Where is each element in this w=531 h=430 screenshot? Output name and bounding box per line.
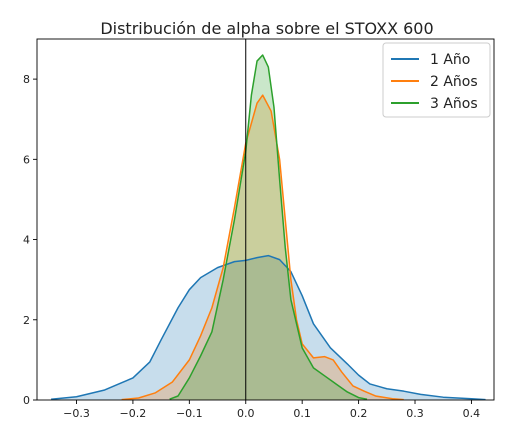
y-tick-label: 8 [23, 73, 30, 86]
legend-label-series-2: 2 Años [430, 74, 478, 90]
density-area-series-3 [169, 55, 368, 400]
x-tick-label: −0.3 [63, 407, 90, 420]
density-line-series-3 [169, 54, 368, 400]
density-area-series-2 [121, 95, 404, 400]
axes: −0.3 −0.2 −0.1 0.0 0.1 0.2 0.3 0.4 0 2 4 6 8 [23, 38, 495, 420]
y-tick-label: 0 [23, 394, 30, 407]
x-tick-label: −0.1 [176, 407, 203, 420]
density-area-series-1 [51, 255, 486, 400]
y-tick-label: 2 [23, 314, 30, 327]
x-tick-label: 0.4 [463, 407, 481, 420]
x-tick-label: 0.3 [406, 407, 424, 420]
x-tick-label: −0.2 [120, 407, 147, 420]
chart-title: Distribución de alpha sobre el STOXX 600 [100, 19, 433, 38]
density-line-series-1 [51, 254, 486, 400]
x-tick-label: 0.0 [237, 407, 255, 420]
density-lines [51, 54, 486, 400]
x-tick-label: 0.2 [350, 407, 368, 420]
legend-box [382, 42, 491, 118]
y-tick-label: 6 [23, 153, 30, 166]
axes-frame [36, 38, 495, 401]
plot-area [51, 39, 486, 400]
x-tick-label: 0.1 [293, 407, 311, 420]
y-tick-label: 4 [23, 234, 30, 247]
legend: 1 Año 2 Años 3 Años [382, 42, 491, 118]
legend-label-series-3: 3 Años [430, 96, 478, 112]
density-line-series-2 [121, 94, 404, 400]
legend-label-series-1: 1 Año [430, 52, 470, 68]
density-fills [51, 55, 486, 400]
